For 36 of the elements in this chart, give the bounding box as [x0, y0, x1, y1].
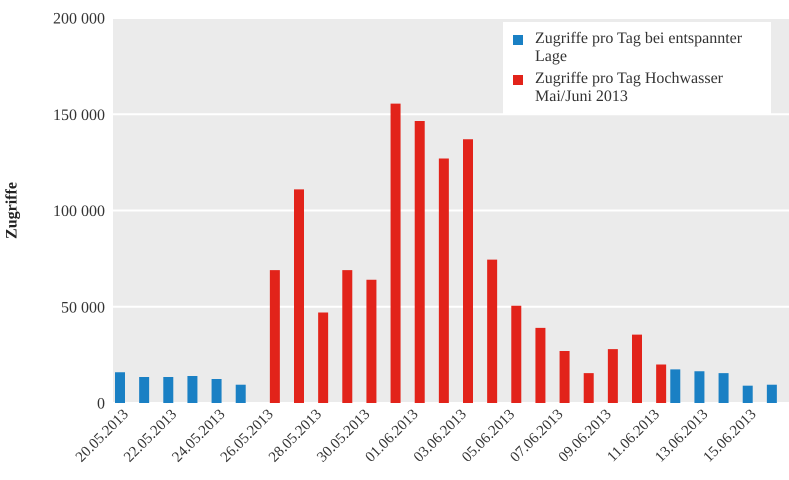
bar — [694, 371, 704, 403]
bar — [342, 270, 352, 403]
bar — [560, 351, 570, 403]
bar — [187, 376, 198, 403]
bar — [318, 312, 328, 403]
bar — [270, 270, 280, 403]
bar — [766, 384, 777, 403]
bar — [718, 373, 729, 403]
bar — [115, 372, 125, 403]
bar — [535, 328, 546, 403]
bar — [511, 306, 522, 403]
bar — [463, 139, 473, 403]
y-tick-label: 0 — [97, 396, 105, 413]
y-tick-label: 200 000 — [53, 10, 105, 28]
bar — [656, 364, 666, 403]
bar — [584, 373, 594, 403]
bar — [632, 334, 642, 403]
bar — [742, 386, 753, 403]
bar — [438, 158, 449, 403]
legend-label: Zugriffe pro Tag Hochwasser Mai/Juni 2013 — [535, 70, 724, 106]
bar — [294, 189, 304, 403]
y-tick-label: 150 000 — [53, 106, 105, 124]
legend-label: Zugriffe pro Tag bei entspannter Lage — [535, 30, 744, 66]
bar — [487, 260, 498, 403]
bar — [414, 120, 425, 403]
y-tick-label: 100 000 — [53, 203, 105, 220]
bar — [163, 377, 174, 403]
bar — [670, 369, 680, 403]
bar — [390, 104, 401, 403]
bar — [212, 378, 222, 403]
bar — [236, 384, 246, 403]
y-axis-title: Zugriffe — [4, 182, 21, 239]
bar — [608, 349, 618, 403]
bar — [366, 280, 376, 403]
y-tick-label: 50 000 — [61, 299, 105, 316]
bar — [139, 377, 150, 403]
